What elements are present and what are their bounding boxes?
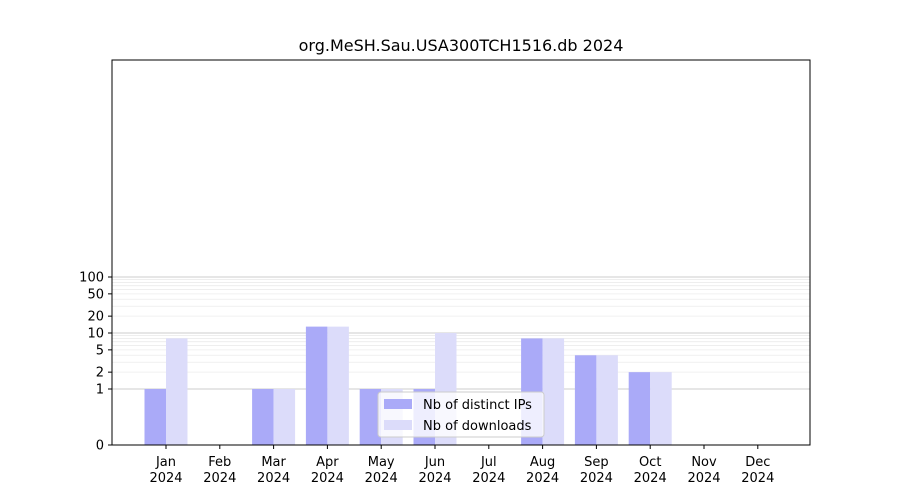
x-tick-label-month: Feb [208, 455, 231, 470]
x-tick-label-year: 2024 [687, 471, 720, 486]
x-tick-label-year: 2024 [472, 471, 505, 486]
bar-distinct-ips [628, 372, 651, 445]
x-tick-label-year: 2024 [418, 471, 451, 486]
x-tick-label-month: Oct [639, 455, 661, 470]
x-tick-label-month: Jan [155, 455, 176, 470]
y-tick-label: 100 [79, 271, 104, 286]
bar-distinct-ips [144, 389, 166, 445]
bar-downloads [273, 389, 296, 445]
y-tick-label: 2 [96, 366, 104, 381]
bar-distinct-ips [305, 326, 328, 445]
y-tick-label: 1 [96, 383, 104, 398]
y-tick-label: 5 [96, 343, 104, 358]
x-tick-label-year: 2024 [526, 471, 559, 486]
x-tick-label-year: 2024 [741, 471, 774, 486]
x-tick-label-month: Dec [745, 455, 770, 470]
bar-downloads [542, 338, 565, 445]
x-axis: Jan2024Feb2024Mar2024Apr2024May2024Jun20… [149, 445, 774, 486]
x-tick-label-month: Apr [316, 455, 339, 470]
x-tick-label-year: 2024 [580, 471, 613, 486]
x-tick-label-month: Aug [530, 455, 555, 470]
y-tick-label: 10 [87, 327, 104, 342]
x-tick-label-year: 2024 [149, 471, 182, 486]
bar-downloads [327, 326, 349, 445]
x-tick-label-month: Jul [480, 455, 497, 470]
bar-distinct-ips [574, 355, 597, 445]
legend-box [377, 391, 545, 438]
y-tick-label: 20 [87, 310, 104, 325]
x-tick-label-year: 2024 [365, 471, 398, 486]
y-tick-label: 50 [87, 287, 104, 302]
legend-label: Nb of downloads [423, 419, 532, 434]
legend-swatch [384, 420, 412, 430]
bar-downloads [650, 372, 672, 445]
bar-downloads [166, 338, 188, 445]
legend-label: Nb of distinct IPs [423, 398, 532, 413]
x-tick-label-year: 2024 [203, 471, 236, 486]
bar-distinct-ips [252, 389, 274, 445]
bar-distinct-ips [359, 389, 382, 445]
x-tick-label-month: Mar [261, 455, 286, 470]
x-tick-label-month: May [368, 455, 395, 470]
grid-lines [112, 276, 810, 390]
x-tick-label-year: 2024 [257, 471, 290, 486]
x-tick-label-year: 2024 [311, 471, 344, 486]
x-tick-label-month: Jun [424, 455, 445, 470]
chart-title: org.MeSH.Sau.USA300TCH1516.db 2024 [299, 36, 624, 55]
x-tick-label-month: Sep [584, 455, 609, 470]
legend-swatch [384, 399, 412, 409]
x-tick-label-month: Nov [691, 455, 717, 470]
bar-downloads [596, 355, 618, 445]
x-tick-label-year: 2024 [634, 471, 667, 486]
plot-area-frame [111, 59, 811, 446]
y-tick-label: 0 [96, 439, 104, 454]
legend: Nb of distinct IPs Nb of downloads [377, 391, 545, 438]
